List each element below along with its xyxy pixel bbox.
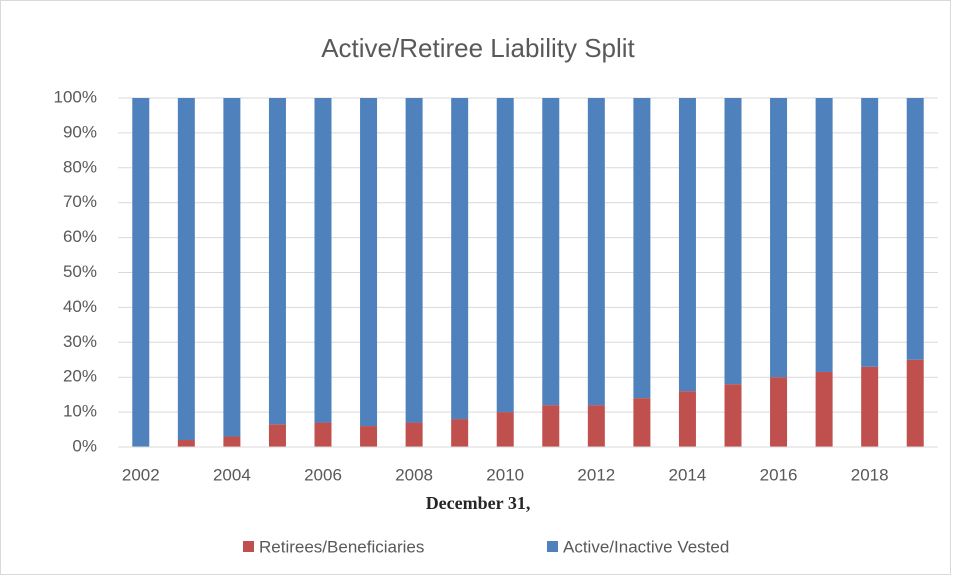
x-tick-label: 2010 bbox=[486, 465, 524, 484]
legend-swatch bbox=[547, 541, 558, 552]
bar-segment bbox=[633, 398, 651, 447]
x-tick-label: 2006 bbox=[304, 465, 342, 484]
y-tick-label: 10% bbox=[63, 402, 97, 421]
x-tick-label: 2008 bbox=[395, 465, 433, 484]
bar-segment bbox=[633, 98, 651, 399]
bar-segment bbox=[724, 384, 742, 447]
bar-segment bbox=[496, 412, 514, 447]
bar-segment bbox=[177, 440, 195, 447]
bar-segment bbox=[861, 366, 879, 447]
y-tick-label: 80% bbox=[63, 157, 97, 176]
y-tick-label: 100% bbox=[54, 87, 97, 106]
y-tick-label: 50% bbox=[63, 262, 97, 281]
y-tick-label: 30% bbox=[63, 332, 97, 351]
legend-label: Active/Inactive Vested bbox=[563, 537, 729, 556]
bar-segment bbox=[132, 98, 150, 447]
y-tick-label: 70% bbox=[63, 192, 97, 211]
x-axis-title: December 31, bbox=[426, 493, 531, 513]
bar-segment bbox=[770, 98, 788, 378]
legend-swatch bbox=[243, 541, 254, 552]
bar-segment bbox=[177, 98, 195, 441]
bar-segment bbox=[268, 424, 286, 447]
bar-segment bbox=[405, 422, 423, 447]
bar-segment bbox=[906, 98, 924, 360]
x-tick-label: 2018 bbox=[851, 465, 889, 484]
x-tick-label: 2004 bbox=[213, 465, 251, 484]
bar-segment bbox=[815, 371, 833, 447]
y-tick-label: 0% bbox=[72, 436, 97, 455]
bar-segment bbox=[451, 98, 469, 420]
x-tick-label: 2014 bbox=[669, 465, 707, 484]
bar-segment bbox=[724, 98, 742, 385]
bar-segment bbox=[678, 98, 696, 392]
y-tick-label: 20% bbox=[63, 367, 97, 386]
bar-segment bbox=[542, 405, 560, 447]
bar-segment bbox=[405, 98, 423, 423]
bar-segment bbox=[314, 422, 332, 447]
bar-segment bbox=[314, 98, 332, 423]
x-tick-label: 2012 bbox=[577, 465, 615, 484]
chart-title: Active/Retiree Liability Split bbox=[321, 33, 635, 63]
bar-segment bbox=[815, 98, 833, 372]
bar-segment bbox=[542, 98, 560, 406]
bar-segment bbox=[223, 98, 241, 437]
x-tick-label: 2016 bbox=[760, 465, 798, 484]
bar-segment bbox=[223, 436, 241, 447]
bar-segment bbox=[587, 98, 605, 406]
bar-segment bbox=[496, 98, 514, 413]
bar-segment bbox=[587, 405, 605, 447]
y-tick-label: 90% bbox=[63, 122, 97, 141]
bar-segment bbox=[770, 377, 788, 447]
bar-segment bbox=[451, 419, 469, 447]
y-tick-label: 60% bbox=[63, 227, 97, 246]
x-tick-label: 2002 bbox=[122, 465, 160, 484]
y-tick-label: 40% bbox=[63, 297, 97, 316]
bar-segment bbox=[906, 359, 924, 447]
bar-segment bbox=[360, 98, 378, 427]
bar-segment bbox=[678, 391, 696, 447]
bar-segment bbox=[360, 426, 378, 447]
bar-segment bbox=[861, 98, 879, 367]
bar-segment bbox=[268, 98, 286, 425]
legend-label: Retirees/Beneficiaries bbox=[259, 537, 424, 556]
